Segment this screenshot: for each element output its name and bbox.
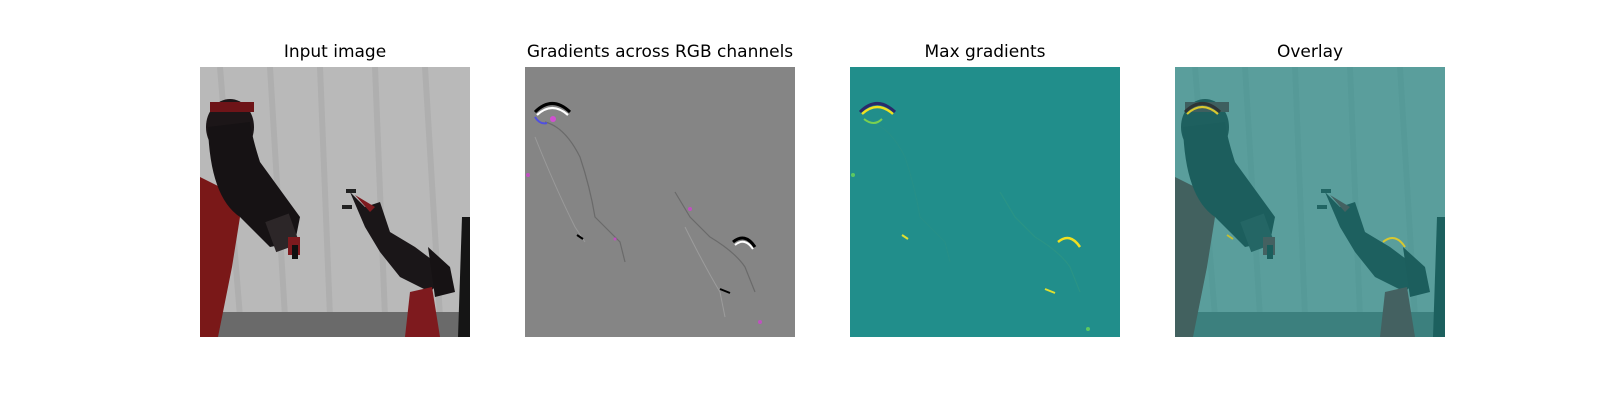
panel-title: Input image — [283, 42, 387, 62]
panel-title: Gradients across RGB channels — [526, 42, 794, 62]
panel-title: Overlay — [1276, 42, 1344, 62]
input-image — [200, 67, 470, 337]
panel-title: Max gradients — [924, 42, 1046, 62]
overlay-image — [1175, 67, 1445, 337]
max-gradients-image — [850, 67, 1120, 337]
gradients-rgb-image — [525, 67, 795, 337]
